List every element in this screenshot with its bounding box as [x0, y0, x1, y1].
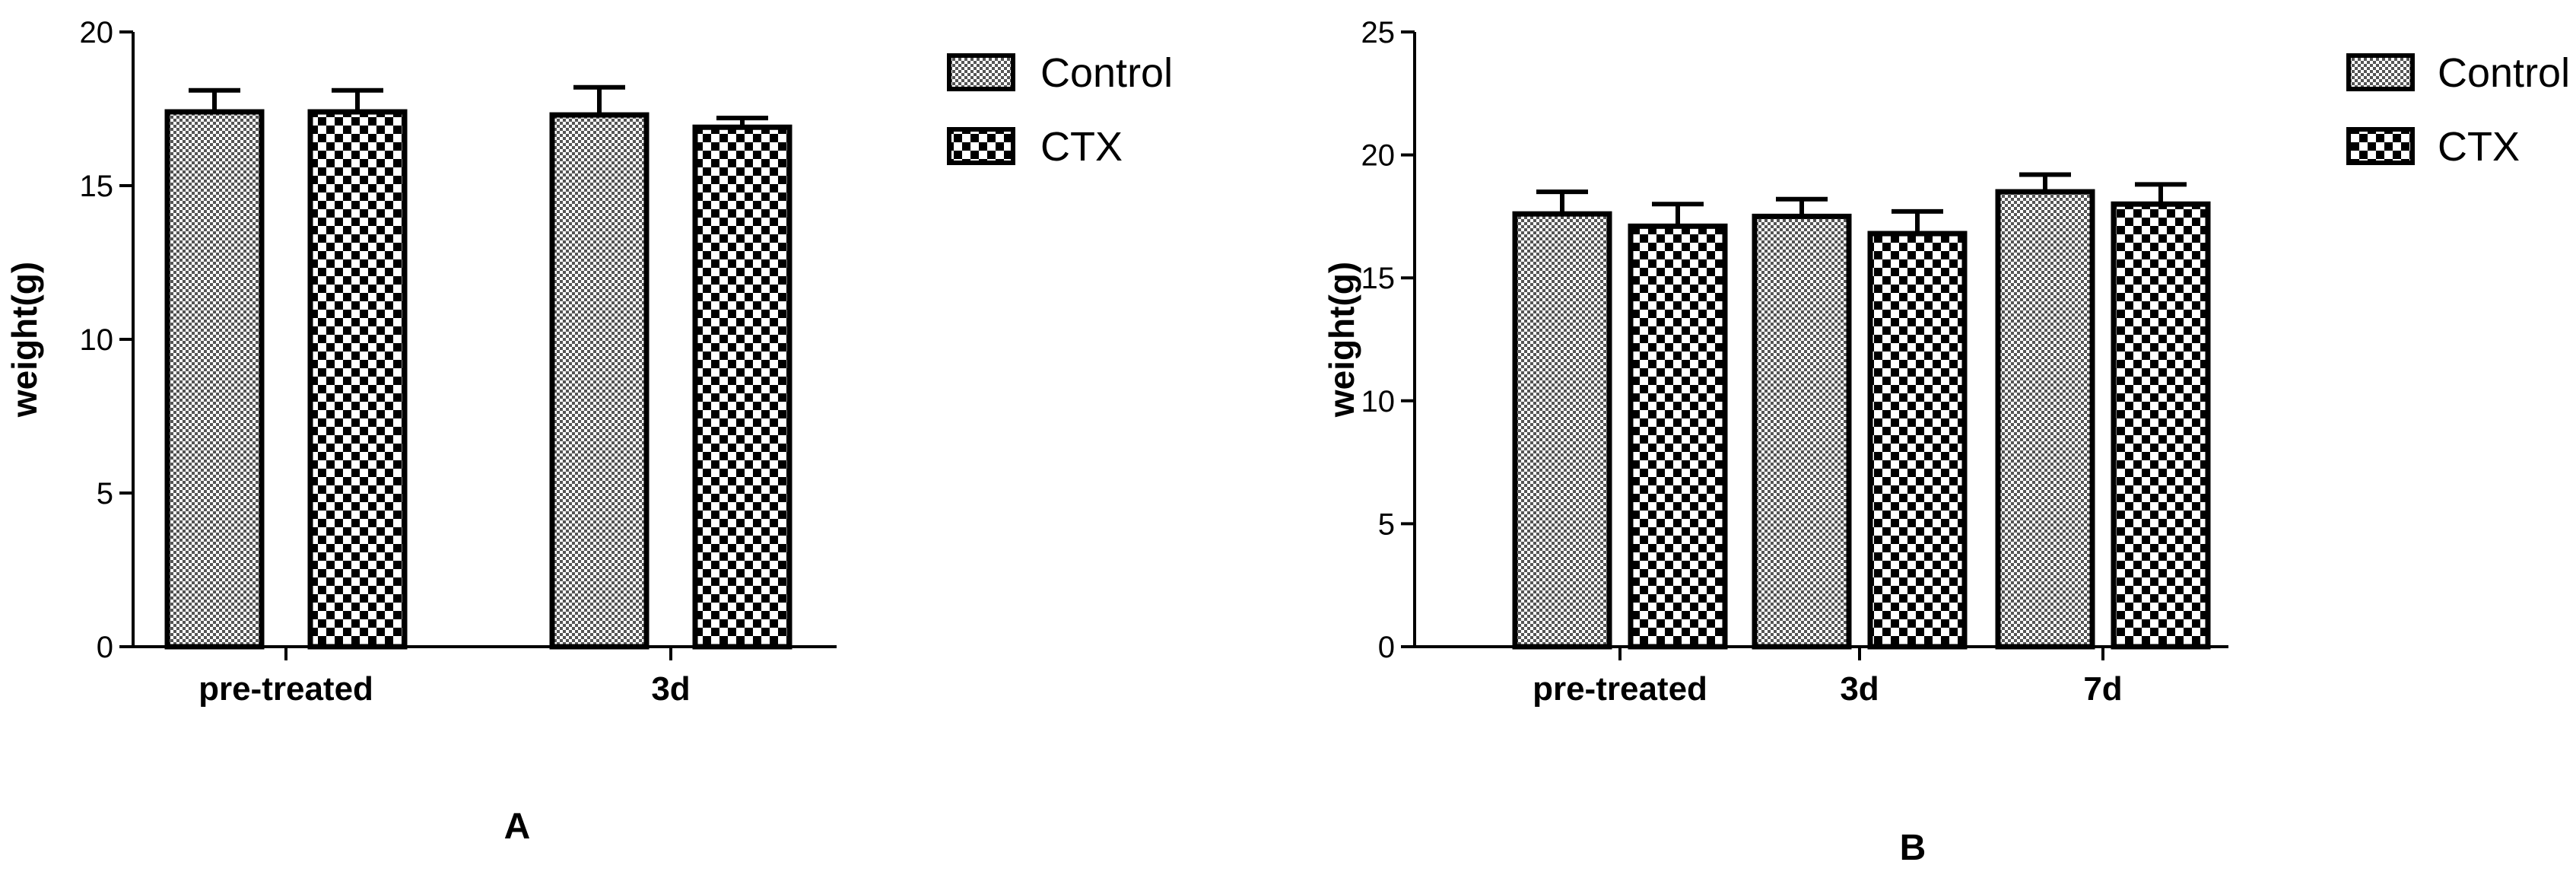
x-tick-label: 3d	[651, 670, 690, 708]
x-tick-label: 7d	[2083, 670, 2122, 708]
legend-swatch	[2346, 127, 2415, 165]
chart-panel-b: 0 5 10 15 20 25 weight(g) pre-treated 3d 7d Contro…	[1322, 16, 2570, 708]
legend-label: CTX	[2438, 124, 2520, 170]
bar-control	[1512, 211, 1612, 650]
y-tick-label: 10	[80, 323, 114, 357]
bar-control	[549, 112, 650, 650]
bar-ctx	[307, 109, 408, 650]
bar-control	[1752, 213, 1852, 650]
x-tick-label: pre-treated	[199, 670, 373, 708]
y-tick-label: 5	[1378, 507, 1395, 541]
y-tick-label: 20	[1361, 139, 1396, 173]
legend-label: Control	[1040, 50, 1173, 96]
chart-panel-a: 0 5 10 15 20 weight(g) pre-treated 3d Control CTX	[5, 16, 1173, 708]
y-tick-label: 5	[97, 477, 113, 511]
bar-control	[1995, 189, 2095, 650]
legend-swatch	[947, 127, 1015, 165]
y-tick-label: 0	[97, 631, 113, 664]
x-tick-label: 3d	[1840, 670, 1879, 708]
bar-ctx	[2111, 201, 2211, 650]
legend-label: CTX	[1040, 124, 1123, 170]
y-tick-label: 15	[80, 170, 114, 203]
y-axis-title: weight(g)	[1322, 262, 1361, 418]
y-axis-title: weight(g)	[5, 262, 44, 418]
x-tick-label: pre-treated	[1533, 670, 1707, 708]
legend-label: Control	[2438, 50, 2570, 96]
legend: Control CTX	[947, 50, 1173, 170]
y-tick-label: 20	[80, 16, 114, 49]
y-tick-label: 0	[1378, 631, 1395, 664]
y-tick-label: 25	[1361, 16, 1396, 49]
bar-ctx	[1867, 231, 1968, 650]
panel-label-b: B	[1900, 828, 1926, 868]
bar-control	[164, 109, 265, 650]
bar-ctx	[1628, 223, 1728, 650]
legend-swatch	[2346, 53, 2415, 91]
legend: Control CTX	[2346, 50, 2570, 170]
y-tick-label: 10	[1361, 385, 1396, 418]
legend-swatch	[947, 53, 1015, 91]
bar-ctx	[692, 124, 792, 650]
y-tick-label: 15	[1361, 262, 1396, 295]
panel-label-a: A	[504, 806, 531, 847]
